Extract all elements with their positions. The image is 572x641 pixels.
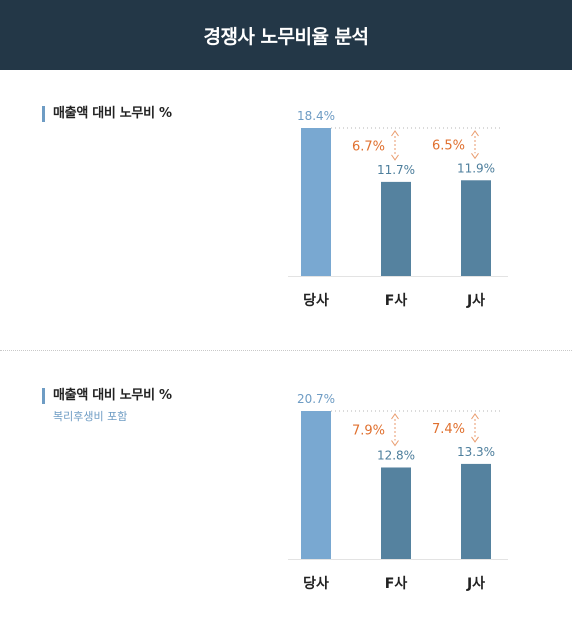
arrow-down-icon bbox=[471, 436, 479, 443]
page-title: 경쟁사 노무비율 분석 bbox=[203, 25, 369, 48]
value-label: 13.3% bbox=[457, 445, 495, 459]
section-labor-ratio-welfare: 매출액 대비 노무비 % 복리후생비 포함 20.7% 당사 12.8% F사 13.3… bbox=[0, 352, 572, 641]
arrow-up-icon bbox=[471, 130, 479, 137]
bar-competitor bbox=[461, 180, 491, 276]
section-labor-ratio: 매출액 대비 노무비 % 18.4% 당사 11.7% F사 11.9% J사 6.7% 6.… bbox=[0, 70, 572, 350]
bar-competitor bbox=[381, 467, 411, 559]
category-label: F사 bbox=[385, 576, 408, 592]
section-label: 매출액 대비 노무비 % 복리후생비 포함 bbox=[42, 388, 172, 424]
gap-label: 7.9% bbox=[352, 424, 385, 439]
gap-label: 6.5% bbox=[432, 139, 465, 154]
value-label: 12.8% bbox=[377, 448, 415, 462]
value-label: 11.9% bbox=[457, 161, 495, 175]
section-label: 매출액 대비 노무비 % bbox=[42, 106, 172, 122]
category-label: F사 bbox=[385, 293, 408, 309]
category-label: J사 bbox=[466, 293, 485, 309]
category-label: 당사 bbox=[303, 575, 329, 592]
gap-label: 7.4% bbox=[432, 422, 465, 437]
bar-competitor bbox=[381, 181, 411, 276]
section-title: 매출액 대비 노무비 % bbox=[42, 106, 172, 122]
value-label: 11.7% bbox=[377, 163, 415, 177]
section-subtitle: 복리후생비 포함 bbox=[53, 410, 128, 423]
bar-ours bbox=[301, 128, 331, 276]
category-label: J사 bbox=[466, 576, 485, 592]
value-label: 20.7% bbox=[297, 392, 335, 406]
arrow-down-icon bbox=[391, 154, 399, 161]
section-divider bbox=[0, 350, 572, 351]
header: 경쟁사 노무비율 분석 bbox=[0, 0, 572, 70]
arrow-up-icon bbox=[471, 413, 479, 420]
arrow-down-icon bbox=[471, 152, 479, 160]
arrow-down-icon bbox=[391, 440, 399, 447]
section-title: 매출액 대비 노무비 % bbox=[42, 388, 172, 404]
category-label: 당사 bbox=[303, 292, 329, 309]
arrow-up-icon bbox=[391, 130, 399, 137]
bar-chart-labor-ratio-welfare: 20.7% 당사 12.8% F사 13.3% J사 7.9% 7.4% bbox=[288, 392, 508, 592]
gap-label: 6.7% bbox=[352, 139, 385, 154]
bar-competitor bbox=[461, 463, 491, 559]
value-label: 18.4% bbox=[297, 109, 335, 123]
bar-chart-labor-ratio: 18.4% 당사 11.7% F사 11.9% J사 6.7% 6.5% bbox=[288, 109, 508, 309]
bar-ours bbox=[301, 411, 331, 559]
arrow-up-icon bbox=[391, 413, 399, 420]
